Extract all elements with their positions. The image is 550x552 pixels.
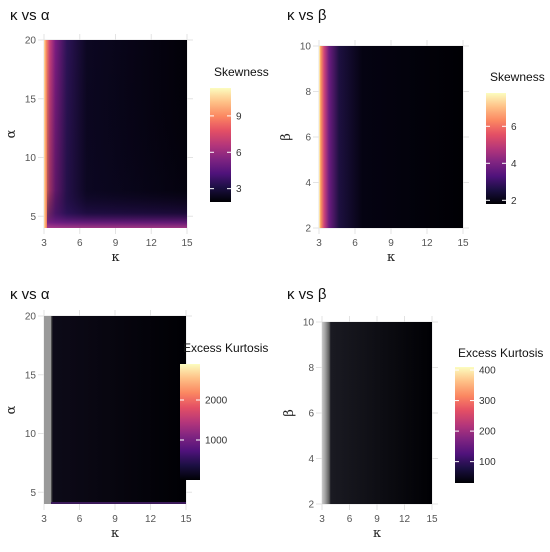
legend-tick-label: 2000 [205, 396, 228, 407]
y-axis-title: β [282, 409, 297, 417]
x-tick-label: 9 [388, 238, 394, 249]
y-tick-label: 10 [300, 42, 312, 53]
y-tick-label: 4 [305, 178, 311, 189]
x-tick-label: 3 [319, 514, 325, 525]
y-tick-label: 20 [25, 36, 37, 47]
x-tick-label: 9 [113, 238, 119, 249]
y-tick-label: 8 [308, 363, 314, 374]
x-tick-label: 15 [457, 238, 469, 249]
legend-title: Excess Kurtosis [458, 346, 543, 360]
chart-title: κ vs α [10, 286, 50, 303]
x-tick-label: 9 [374, 514, 380, 525]
y-tick-label: 15 [25, 94, 37, 105]
legend-tick-label: 300 [479, 396, 496, 407]
legend-title: Skewness [214, 65, 269, 79]
y-axis-title: α [4, 405, 19, 414]
legend-title: Skewness [490, 70, 545, 84]
legend-tick-label: 6 [236, 148, 242, 159]
heatmap-tiles [319, 46, 463, 228]
legend-tick-label: 6 [511, 122, 517, 133]
chart-title: κ vs β [287, 286, 327, 303]
x-tick-label: 6 [77, 514, 83, 525]
chart-title: κ vs α [10, 7, 50, 24]
heatmap-low-alpha-band [51, 502, 186, 504]
y-tick-label: 6 [305, 133, 311, 144]
legend-colorbar [455, 367, 474, 483]
x-tick-label: 12 [146, 238, 158, 249]
y-tick-label: 4 [308, 454, 314, 465]
y-tick-label: 20 [25, 312, 37, 323]
legend-colorbar [486, 93, 506, 204]
x-tick-label: 15 [180, 514, 192, 525]
x-tick-label: 6 [77, 238, 83, 249]
x-tick-label: 12 [145, 514, 157, 525]
x-tick-label: 3 [41, 514, 47, 525]
y-tick-label: 8 [305, 87, 311, 98]
y-axis-title: α [4, 129, 19, 138]
x-tick-label: 3 [41, 238, 47, 249]
heatmap-low-alpha-band [47, 40, 187, 228]
y-tick-label: 10 [25, 153, 37, 164]
heatmap-tiles [44, 316, 186, 504]
legend-tick-label: 1000 [205, 436, 228, 447]
y-tick-label: 2 [305, 224, 311, 235]
x-tick-label: 6 [347, 514, 353, 525]
legend-tick-label: 4 [511, 159, 517, 170]
chart-panel-4: κ vs β 3 6 9 12 15 2 4 6 8 10 κ β Excess Kurtosis 100 2… [282, 286, 543, 541]
legend-title: Excess Kurtosis [183, 341, 268, 355]
y-tick-label: 5 [30, 212, 36, 223]
y-tick-label: 10 [303, 318, 315, 329]
legend-tick-label: 400 [479, 366, 496, 377]
x-tick-label: 15 [426, 514, 438, 525]
y-tick-label: 5 [30, 488, 36, 499]
y-axis-title: β [279, 133, 294, 141]
x-axis-title: κ [373, 526, 381, 541]
y-tick-label: 6 [308, 409, 314, 420]
x-tick-label: 9 [112, 514, 118, 525]
legend-tick-label: 200 [479, 427, 496, 438]
chart-panel-1: κ vs α 3 6 9 12 15 5 10 15 20 κ α Skewness 3 6 9 [4, 7, 269, 265]
x-tick-label: 3 [316, 238, 322, 249]
legend-tick-label: 100 [479, 457, 496, 468]
x-axis-title: κ [111, 250, 119, 265]
x-axis-title: κ [111, 526, 119, 541]
y-tick-label: 10 [25, 429, 37, 440]
x-tick-label: 15 [181, 238, 193, 249]
legend-colorbar [180, 364, 200, 480]
heatmap-tiles [322, 322, 432, 504]
legend-colorbar [210, 88, 231, 202]
x-tick-label: 6 [352, 238, 358, 249]
x-tick-label: 12 [421, 238, 433, 249]
legend-tick-label: 9 [236, 111, 242, 122]
legend-tick-label: 3 [236, 184, 242, 195]
x-tick-label: 12 [399, 514, 411, 525]
legend-tick-label: 2 [511, 196, 517, 207]
chart-panel-2: κ vs β 3 6 9 12 15 2 4 6 8 10 κ β Skewness 2 4 6 [279, 7, 545, 265]
y-tick-label: 2 [308, 500, 314, 511]
y-tick-label: 15 [25, 370, 37, 381]
x-axis-title: κ [387, 250, 395, 265]
chart-panel-3: κ vs α 3 6 9 12 15 5 10 15 20 κ α Excess Kurtosis 100… [4, 286, 268, 541]
chart-title: κ vs β [287, 7, 327, 24]
